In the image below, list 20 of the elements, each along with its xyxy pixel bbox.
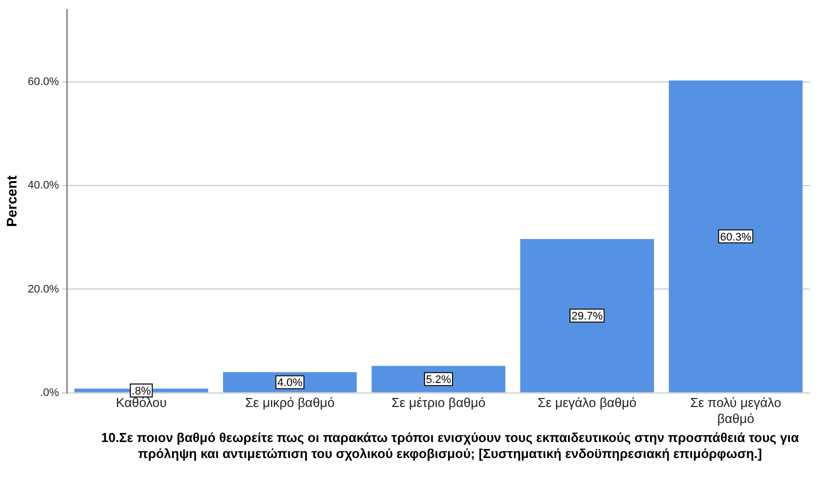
x-axis-title: 10.Σε ποιον βαθμό θεωρείτε πως οι παρακάτω τρόποι ενισχύουν τους εκπαιδευτικούς στην προσπάθειά τους για πρόληψη και αντιμετώπιση του σχολικού εκφοβισμού; [Συστηματική ενδοϋπηρεσιακή επιμόρφωση.] bbox=[100, 430, 800, 462]
bar bbox=[520, 239, 654, 392]
data-label: 60.3% bbox=[720, 231, 752, 244]
x-tick-label: Σε μικρό βαθμό bbox=[245, 395, 335, 410]
bar bbox=[372, 366, 506, 392]
data-label: 5.2% bbox=[426, 374, 452, 386]
y-tick-label: 60.0% bbox=[28, 76, 60, 88]
x-tick-label: Σε μεγάλο βαθμό bbox=[538, 395, 637, 410]
y-tick-label: 40.0% bbox=[28, 180, 60, 192]
y-axis-title: Percent bbox=[3, 175, 20, 227]
bar bbox=[668, 80, 803, 392]
data-label: .8% bbox=[132, 386, 151, 398]
bar bbox=[223, 372, 357, 392]
data-label: 29.7% bbox=[571, 310, 603, 323]
data-label: 4.0% bbox=[277, 377, 303, 390]
y-tick-label: .0% bbox=[40, 386, 60, 399]
x-tick-label: Καθόλου bbox=[116, 395, 167, 410]
x-tick-label: Σε πολύ μεγάλο βαθμό bbox=[690, 395, 782, 426]
y-tick-label: 20.0% bbox=[28, 283, 60, 296]
x-tick-label: Σε μέτριο βαθμό bbox=[392, 395, 486, 410]
